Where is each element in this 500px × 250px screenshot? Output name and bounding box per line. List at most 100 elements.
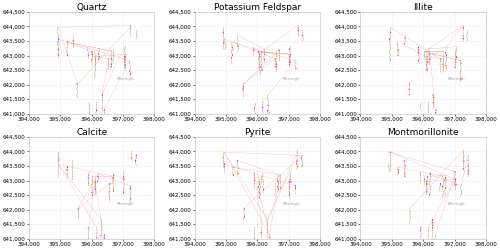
- Ellipse shape: [418, 52, 419, 54]
- Ellipse shape: [443, 56, 444, 57]
- Ellipse shape: [404, 43, 405, 44]
- Ellipse shape: [388, 166, 389, 167]
- Ellipse shape: [88, 235, 89, 236]
- Ellipse shape: [136, 35, 137, 36]
- Ellipse shape: [435, 237, 436, 238]
- Ellipse shape: [78, 208, 79, 210]
- Ellipse shape: [296, 160, 298, 162]
- Ellipse shape: [95, 181, 96, 183]
- Ellipse shape: [276, 63, 277, 65]
- Ellipse shape: [263, 181, 264, 182]
- Ellipse shape: [440, 66, 441, 68]
- Ellipse shape: [88, 182, 89, 184]
- Ellipse shape: [280, 188, 281, 189]
- Ellipse shape: [432, 222, 433, 224]
- Ellipse shape: [113, 174, 114, 176]
- Ellipse shape: [468, 157, 469, 159]
- Ellipse shape: [463, 30, 464, 32]
- Ellipse shape: [224, 163, 225, 165]
- Title: Quartz: Quartz: [76, 3, 107, 12]
- Ellipse shape: [113, 177, 114, 178]
- Ellipse shape: [461, 190, 462, 192]
- Ellipse shape: [424, 184, 425, 186]
- Ellipse shape: [290, 62, 291, 63]
- Ellipse shape: [72, 163, 73, 164]
- Ellipse shape: [429, 194, 430, 196]
- Ellipse shape: [289, 48, 290, 50]
- Ellipse shape: [242, 86, 244, 87]
- Ellipse shape: [424, 56, 425, 58]
- Ellipse shape: [390, 34, 391, 35]
- Ellipse shape: [104, 109, 105, 111]
- Ellipse shape: [274, 58, 276, 60]
- Ellipse shape: [130, 185, 131, 186]
- Ellipse shape: [76, 83, 78, 85]
- Ellipse shape: [297, 150, 298, 151]
- Ellipse shape: [404, 160, 405, 162]
- Ellipse shape: [58, 38, 59, 40]
- Ellipse shape: [428, 227, 430, 228]
- Ellipse shape: [455, 179, 456, 180]
- Ellipse shape: [95, 61, 96, 62]
- Ellipse shape: [244, 216, 245, 218]
- Ellipse shape: [468, 165, 469, 167]
- Ellipse shape: [112, 60, 114, 61]
- Ellipse shape: [67, 172, 68, 173]
- Ellipse shape: [467, 40, 468, 42]
- Ellipse shape: [98, 53, 99, 55]
- Ellipse shape: [462, 33, 463, 34]
- Ellipse shape: [276, 61, 277, 62]
- Ellipse shape: [113, 190, 114, 192]
- Ellipse shape: [58, 162, 59, 164]
- Ellipse shape: [467, 30, 468, 31]
- Ellipse shape: [110, 66, 112, 68]
- Ellipse shape: [254, 240, 255, 242]
- Ellipse shape: [468, 163, 469, 164]
- Ellipse shape: [104, 120, 105, 122]
- Ellipse shape: [295, 193, 296, 194]
- Ellipse shape: [88, 116, 90, 117]
- Ellipse shape: [95, 66, 96, 68]
- Ellipse shape: [404, 163, 405, 164]
- Title: Montmorillonite: Montmorillonite: [388, 128, 459, 137]
- Ellipse shape: [289, 59, 290, 61]
- Ellipse shape: [225, 46, 226, 48]
- Ellipse shape: [233, 174, 234, 176]
- Ellipse shape: [267, 222, 268, 223]
- Ellipse shape: [67, 42, 68, 43]
- Ellipse shape: [94, 77, 96, 78]
- Ellipse shape: [113, 182, 114, 184]
- Text: Morringh: Morringh: [117, 202, 134, 206]
- Ellipse shape: [420, 105, 421, 106]
- Ellipse shape: [124, 64, 126, 66]
- Ellipse shape: [100, 235, 102, 237]
- Ellipse shape: [455, 64, 456, 66]
- Ellipse shape: [390, 164, 391, 166]
- Ellipse shape: [123, 176, 124, 178]
- Ellipse shape: [389, 38, 390, 40]
- Ellipse shape: [408, 88, 410, 90]
- Ellipse shape: [112, 180, 114, 181]
- Ellipse shape: [259, 183, 260, 185]
- Ellipse shape: [433, 97, 434, 98]
- Ellipse shape: [108, 194, 110, 195]
- Ellipse shape: [461, 68, 462, 69]
- Ellipse shape: [76, 89, 77, 90]
- Ellipse shape: [302, 32, 303, 34]
- Ellipse shape: [260, 194, 261, 195]
- Ellipse shape: [428, 48, 429, 49]
- Ellipse shape: [254, 235, 255, 236]
- Ellipse shape: [289, 192, 290, 193]
- Ellipse shape: [58, 152, 59, 153]
- Ellipse shape: [262, 107, 264, 108]
- Ellipse shape: [276, 56, 277, 57]
- Ellipse shape: [418, 49, 419, 51]
- Ellipse shape: [420, 238, 421, 239]
- Ellipse shape: [290, 181, 292, 183]
- Ellipse shape: [434, 240, 435, 241]
- Ellipse shape: [66, 169, 68, 171]
- Ellipse shape: [404, 168, 405, 169]
- Ellipse shape: [242, 88, 244, 90]
- Ellipse shape: [269, 128, 270, 129]
- Ellipse shape: [445, 52, 446, 54]
